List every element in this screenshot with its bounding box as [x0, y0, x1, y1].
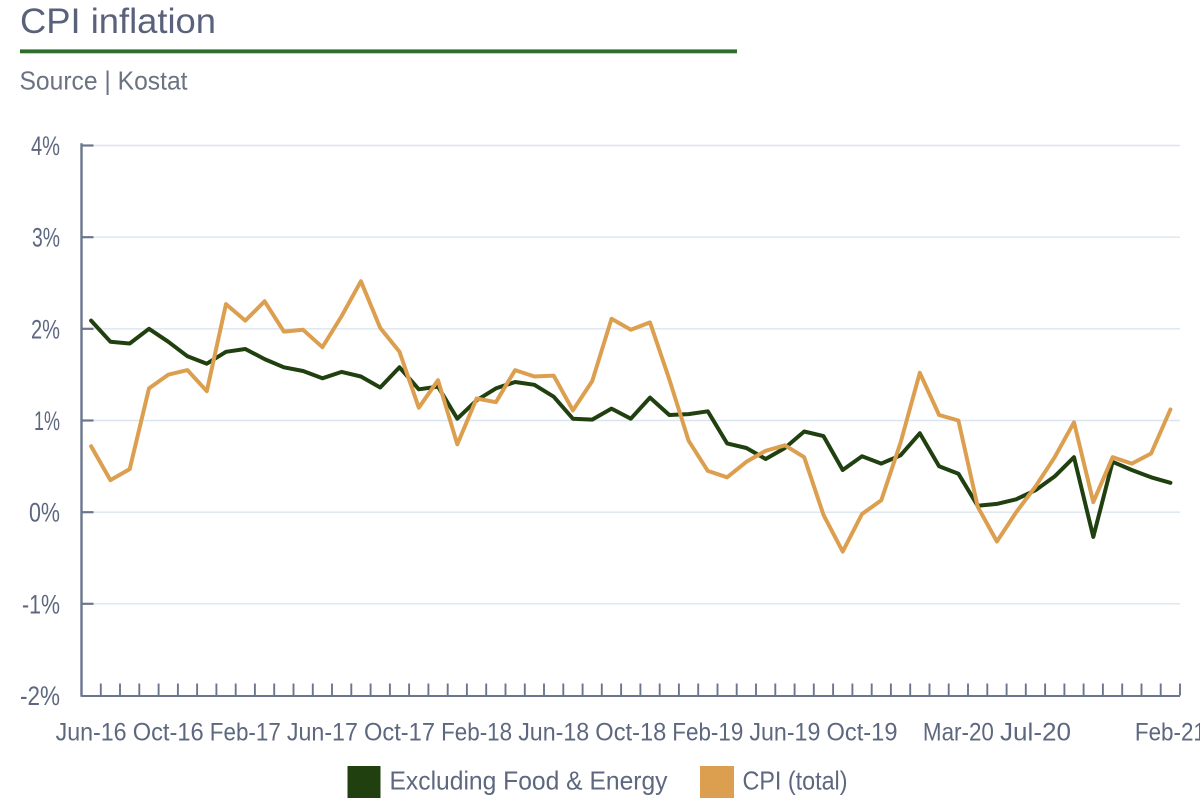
svg-text:Feb-17: Feb-17	[210, 719, 281, 747]
svg-text:Jun-18: Jun-18	[518, 719, 589, 747]
svg-text:2%: 2%	[31, 314, 60, 344]
svg-text:Jun-19: Jun-19	[749, 719, 820, 747]
svg-text:-2%: -2%	[20, 681, 60, 711]
svg-text:Jun-16: Jun-16	[56, 719, 127, 747]
svg-text:Mar-20: Mar-20	[923, 719, 994, 747]
svg-text:Oct-16: Oct-16	[133, 719, 204, 747]
svg-text:1%: 1%	[34, 406, 60, 436]
svg-text:Oct-17: Oct-17	[364, 719, 435, 747]
svg-text:Jul-20: Jul-20	[1000, 719, 1071, 747]
svg-text:Oct-19: Oct-19	[827, 719, 898, 747]
svg-text:3%: 3%	[32, 223, 60, 253]
svg-text:Oct-18: Oct-18	[595, 719, 666, 747]
svg-text:-1%: -1%	[22, 589, 60, 619]
svg-text:Excluding Food & Energy: Excluding Food & Energy	[390, 766, 668, 796]
svg-text:4%: 4%	[31, 131, 60, 161]
svg-text:Feb-18: Feb-18	[441, 719, 512, 747]
svg-text:Jun-17: Jun-17	[287, 719, 358, 747]
svg-text:0%: 0%	[29, 498, 60, 528]
svg-text:CPI inflation: CPI inflation	[20, 2, 216, 41]
svg-text:Feb-21: Feb-21	[1135, 719, 1200, 747]
svg-text:Source | Kostat: Source | Kostat	[20, 66, 189, 96]
svg-text:Feb-19: Feb-19	[672, 719, 743, 747]
svg-text:CPI (total): CPI (total)	[743, 766, 848, 796]
